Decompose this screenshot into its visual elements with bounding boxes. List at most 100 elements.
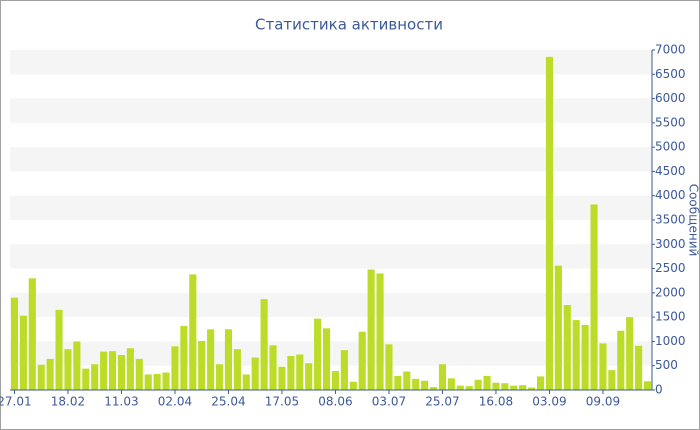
bar — [563, 305, 571, 390]
bar — [117, 355, 126, 390]
bar — [198, 340, 206, 390]
y-tick-label: 0 — [655, 383, 663, 397]
bar — [536, 376, 545, 390]
x-tick-label: 03.09 — [532, 395, 566, 409]
x-tick-label: 25.07 — [425, 395, 459, 409]
bar — [153, 373, 161, 390]
bar — [331, 371, 340, 390]
y-tick-label: 4500 — [655, 164, 686, 178]
bar — [492, 382, 500, 390]
x-tick-label: 11.03 — [104, 395, 138, 409]
y-tick-label: 500 — [655, 358, 678, 372]
chart-title: Статистика активности — [255, 16, 443, 34]
bar — [528, 387, 536, 390]
bar — [376, 273, 384, 390]
bar — [358, 331, 366, 390]
bar — [55, 309, 63, 390]
bar — [483, 375, 491, 390]
y-tick-label: 7000 — [655, 43, 686, 57]
bar — [608, 370, 616, 390]
bar — [349, 381, 357, 390]
bar — [207, 329, 215, 390]
bar — [385, 344, 393, 390]
bar — [554, 265, 562, 390]
x-tick-label: 03.07 — [372, 395, 406, 409]
bar — [37, 364, 45, 390]
x-tick-label: 27.01 — [0, 395, 32, 409]
x-tick-label: 25.04 — [211, 395, 245, 409]
bar — [135, 358, 143, 390]
bar — [73, 341, 81, 390]
bar — [82, 368, 90, 390]
bar — [429, 387, 438, 390]
bar — [64, 349, 72, 390]
bar — [162, 372, 170, 390]
bar — [278, 366, 286, 390]
bar — [269, 345, 277, 390]
y-tick-label: 5500 — [655, 115, 686, 129]
bar — [305, 363, 313, 390]
bar — [19, 315, 27, 390]
bar — [572, 320, 580, 390]
y-tick-label: 3000 — [655, 237, 686, 251]
y-tick-label: 1000 — [655, 334, 686, 348]
bar — [100, 351, 108, 390]
bar — [590, 204, 598, 390]
x-tick-label: 16.08 — [479, 395, 513, 409]
bar — [314, 318, 322, 390]
bar — [635, 345, 643, 390]
x-tick-label: 09.09 — [586, 395, 620, 409]
bar — [233, 349, 241, 390]
bar — [412, 378, 420, 390]
bar — [643, 381, 652, 390]
grid-band — [10, 244, 652, 269]
bar — [242, 374, 250, 390]
bar — [28, 278, 36, 390]
bar — [510, 385, 518, 390]
bar — [296, 354, 304, 390]
y-tick-label: 1500 — [655, 310, 686, 324]
bar — [287, 356, 295, 390]
bar — [91, 364, 99, 390]
y-tick-label: 5000 — [655, 140, 686, 154]
x-tick-label: 02.04 — [158, 395, 192, 409]
bar — [501, 383, 509, 390]
bar — [626, 317, 634, 390]
grid-band — [10, 341, 652, 366]
bar — [403, 371, 411, 390]
bar — [367, 269, 375, 390]
bar — [421, 380, 429, 390]
bar — [581, 324, 589, 390]
bar — [394, 375, 402, 390]
bar — [617, 330, 625, 390]
bar — [224, 329, 233, 390]
bar — [251, 357, 259, 390]
x-tick-label: 08.06 — [318, 395, 352, 409]
bar — [215, 364, 224, 390]
bar — [465, 386, 473, 390]
bar — [126, 348, 134, 390]
bar — [474, 379, 482, 390]
y-tick-label: 6500 — [655, 67, 686, 81]
grid-band — [10, 292, 652, 318]
y-axis-label: Сообщений — [687, 184, 700, 257]
y-tick-label: 2000 — [655, 285, 686, 299]
bar — [144, 374, 152, 390]
grid-band — [10, 147, 652, 172]
bar — [599, 343, 607, 390]
bar — [322, 328, 331, 390]
x-tick-label: 18.02 — [51, 395, 85, 409]
bar — [260, 299, 268, 390]
bar — [180, 325, 188, 390]
bar — [171, 346, 179, 390]
bar — [46, 358, 54, 390]
bar — [189, 274, 197, 390]
bar — [108, 351, 117, 390]
bar — [438, 364, 447, 390]
y-tick-label: 6000 — [655, 91, 686, 105]
bar — [545, 56, 554, 391]
grid-band — [10, 195, 652, 220]
bar — [519, 385, 527, 390]
y-tick-label: 2500 — [655, 261, 686, 275]
